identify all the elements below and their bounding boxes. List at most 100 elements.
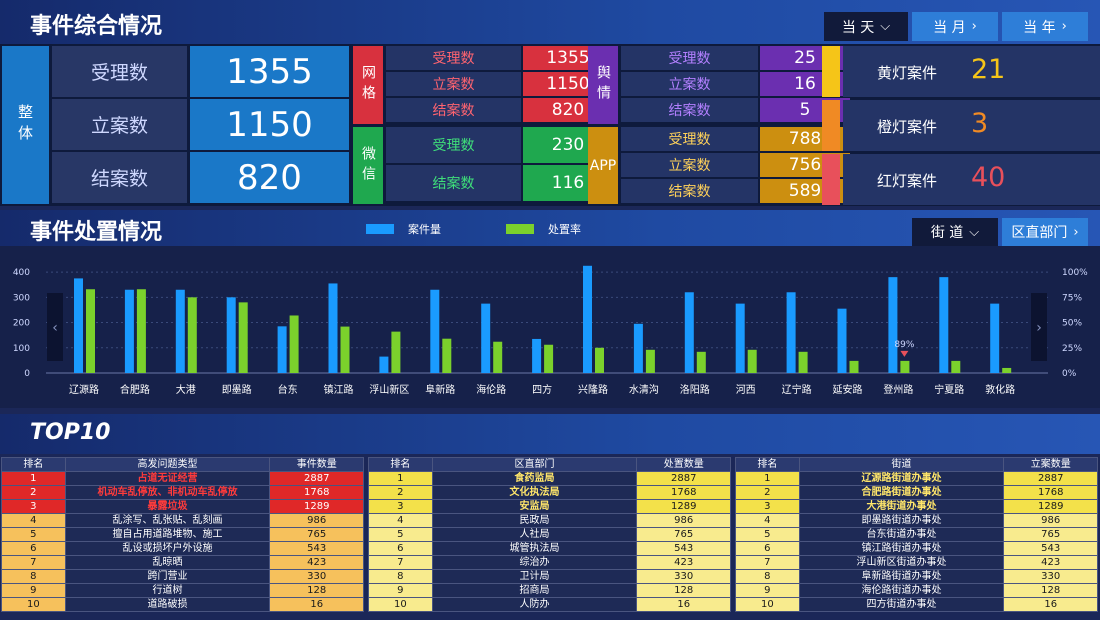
table-row[interactable]: 1 食药监局 2887	[368, 471, 731, 486]
table-cell: 128	[269, 583, 364, 598]
top10-table-3: 排名 街道 立案数量 1 辽源路街道办事处 2887 2 合肥路街道办事处 1768 3 大港街道办…	[735, 457, 1098, 612]
table-cell: 16	[1003, 597, 1098, 612]
legend-label: 处置率	[548, 223, 581, 236]
y-left-tick: 100	[13, 344, 30, 354]
disposal-tab-2[interactable]: 区直部门 ›	[1002, 218, 1088, 246]
table-row[interactable]: 8 卫计局 330	[368, 569, 731, 584]
bar-case-count	[481, 303, 491, 373]
x-tick-label: 大港	[176, 383, 196, 396]
y-right-tick: 25%	[1062, 344, 1082, 354]
table-row[interactable]: 1 占道无证经营 2887	[1, 471, 364, 486]
table-cell: 10	[735, 597, 800, 612]
light-card: 黄灯案件 21	[843, 46, 1100, 97]
light-card: 橙灯案件 3	[843, 100, 1100, 151]
opinion-tag: 舆情	[588, 46, 618, 124]
table-cell: 乱设或损坏户外设施	[64, 541, 271, 556]
period-tab-1[interactable]: 当 天 ⌵	[824, 12, 908, 41]
period-tab-label: 当 天	[841, 19, 875, 36]
table-row[interactable]: 6 镇江路街道办事处 543	[735, 541, 1098, 556]
x-tick-label: 延安路	[833, 383, 863, 396]
table-header-row: 排名 高发问题类型 事件数量	[1, 457, 364, 472]
table-cell: 2887	[636, 471, 731, 486]
bar-disposal-rate	[595, 347, 604, 373]
table-cell: 城管执法局	[431, 541, 638, 556]
table-row[interactable]: 9 行道树 128	[1, 583, 364, 598]
bar-disposal-rate	[391, 331, 401, 373]
table-row[interactable]: 5 擅自占用道路堆物、施工 765	[1, 527, 364, 542]
bar-disposal-rate	[136, 289, 146, 373]
table-row[interactable]: 3 安监局 1289	[368, 499, 731, 514]
app-row-label: 立案数	[621, 153, 758, 177]
top10-title: TOP10	[30, 420, 111, 445]
table-row[interactable]: 10 四方街道办事处 16	[735, 597, 1098, 612]
table-row[interactable]: 6 乱设或损坏户外设施 543	[1, 541, 364, 556]
overall-row-value: 1150	[190, 99, 349, 150]
x-tick-label: 洛阳路	[680, 383, 710, 396]
light-bar	[822, 100, 840, 151]
disposal-tab-1[interactable]: 街 道 ⌵	[912, 218, 998, 246]
table-cell: 128	[1003, 583, 1098, 598]
table-header-cell: 排名	[735, 457, 800, 472]
table-cell: 10	[368, 597, 433, 612]
table-row[interactable]: 4 即墨路街道办事处 986	[735, 513, 1098, 528]
table-cell: 卫计局	[431, 569, 638, 584]
chart-area: 0 100 200 300 400 0% 25% 50% 75% 100% ‹ › 辽源路 合肥路 大港 即墨…	[0, 246, 1100, 408]
table-row[interactable]: 2 机动车乱停放、非机动车乱停放 1768	[1, 485, 364, 500]
y-left-tick: 0	[24, 369, 30, 379]
opinion-tag-label: 舆情	[595, 65, 611, 105]
table-cell: 合肥路街道办事处	[798, 485, 1005, 500]
x-tick-label: 阜新路	[425, 383, 455, 396]
table-row[interactable]: 10 道路破损 16	[1, 597, 364, 612]
overall-row-label: 立案数	[52, 99, 187, 150]
chart-next-button[interactable]	[1031, 293, 1047, 361]
overall-row-label: 结案数	[52, 152, 187, 203]
table-row[interactable]: 4 乱涂写、乱张贴、乱刻画 986	[1, 513, 364, 528]
table-row[interactable]: 7 综治办 423	[368, 555, 731, 570]
bar-case-count	[124, 289, 134, 373]
wechat-tag-label: 微信	[360, 145, 376, 186]
x-tick-label: 浮山新区	[369, 383, 409, 396]
table-row[interactable]: 5 人社局 765	[368, 527, 731, 542]
bar-disposal-rate	[1002, 367, 1012, 373]
table-cell: 16	[636, 597, 731, 612]
table-cell: 文化执法局	[431, 485, 638, 500]
table-row[interactable]: 5 台东街道办事处 765	[735, 527, 1098, 542]
x-tick-label: 海伦路	[476, 383, 506, 396]
table-cell: 986	[269, 513, 364, 528]
table-row[interactable]: 7 乱晾晒 423	[1, 555, 364, 570]
table-row[interactable]: 2 合肥路街道办事处 1768	[735, 485, 1098, 500]
opinion-row-label: 结案数	[621, 98, 758, 122]
legend-label: 案件量	[408, 223, 441, 236]
light-value: 21	[971, 54, 1006, 85]
chart-prev-button[interactable]	[47, 293, 63, 361]
table-row[interactable]: 9 招商局 128	[368, 583, 731, 598]
table-row[interactable]: 8 阜新路街道办事处 330	[735, 569, 1098, 584]
light-bar	[822, 46, 840, 97]
table-row[interactable]: 8 跨门营业 330	[1, 569, 364, 584]
table-row[interactable]: 3 大港街道办事处 1289	[735, 499, 1098, 514]
x-tick-label: 宁夏路	[934, 383, 964, 396]
table-cell: 四方街道办事处	[798, 597, 1005, 612]
period-tab-2[interactable]: 当 月 ›	[912, 12, 998, 41]
table-row[interactable]: 7 浮山新区街道办事处 423	[735, 555, 1098, 570]
bar-case-count	[328, 283, 338, 373]
table-row[interactable]: 4 民政局 986	[368, 513, 731, 528]
app-row-label: 受理数	[621, 127, 758, 151]
table-cell: 1768	[636, 485, 731, 500]
table-row[interactable]: 10 人防办 16	[368, 597, 731, 612]
bar-disposal-rate	[86, 289, 95, 373]
table-row[interactable]: 3 暴露垃圾 1289	[1, 499, 364, 514]
disposal-title: 事件处置情况	[30, 220, 163, 245]
table-header-cell: 排名	[368, 457, 433, 472]
table-cell: 10	[1, 597, 66, 612]
table-cell: 543	[1003, 541, 1098, 556]
table-row[interactable]: 1 辽源路街道办事处 2887	[735, 471, 1098, 486]
table-row[interactable]: 9 海伦路街道办事处 128	[735, 583, 1098, 598]
table-cell: 人社局	[431, 527, 638, 542]
light-label: 黄灯案件	[877, 64, 938, 82]
table-row[interactable]: 2 文化执法局 1768	[368, 485, 731, 500]
table-header-cell: 街道	[798, 457, 1005, 472]
table-header-row: 排名 街道 立案数量	[735, 457, 1098, 472]
period-tab-3[interactable]: 当 年 ›	[1002, 12, 1088, 41]
table-row[interactable]: 6 城管执法局 543	[368, 541, 731, 556]
